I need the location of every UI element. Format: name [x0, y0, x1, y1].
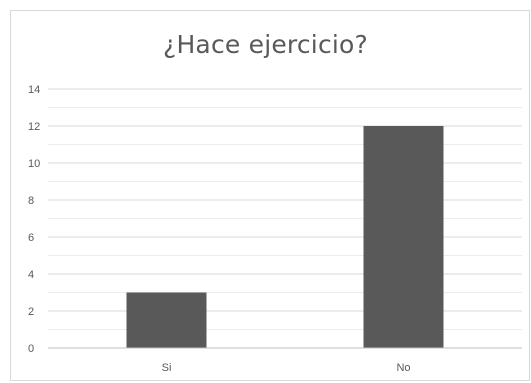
y-tick-label: 14 [28, 84, 40, 96]
chart-title: ¿Hace ejercicio? [162, 30, 369, 59]
x-axis-ticks: Si No [162, 362, 411, 374]
y-tick-label: 4 [28, 269, 34, 281]
y-tick-label: 0 [28, 343, 34, 355]
gridlines [48, 88, 522, 349]
y-tick-label: 8 [28, 195, 34, 207]
y-tick-label: 10 [28, 158, 40, 170]
bar-no [363, 126, 444, 348]
y-tick-label: 2 [28, 306, 34, 318]
y-tick-label: 12 [28, 121, 40, 133]
bars [126, 126, 444, 348]
bar-si [126, 292, 207, 348]
x-tick-label: No [396, 362, 410, 374]
x-tick-label: Si [162, 362, 172, 374]
y-tick-label: 6 [28, 232, 34, 244]
y-axis-ticks: 0 2 4 6 8 10 12 14 [28, 84, 40, 355]
